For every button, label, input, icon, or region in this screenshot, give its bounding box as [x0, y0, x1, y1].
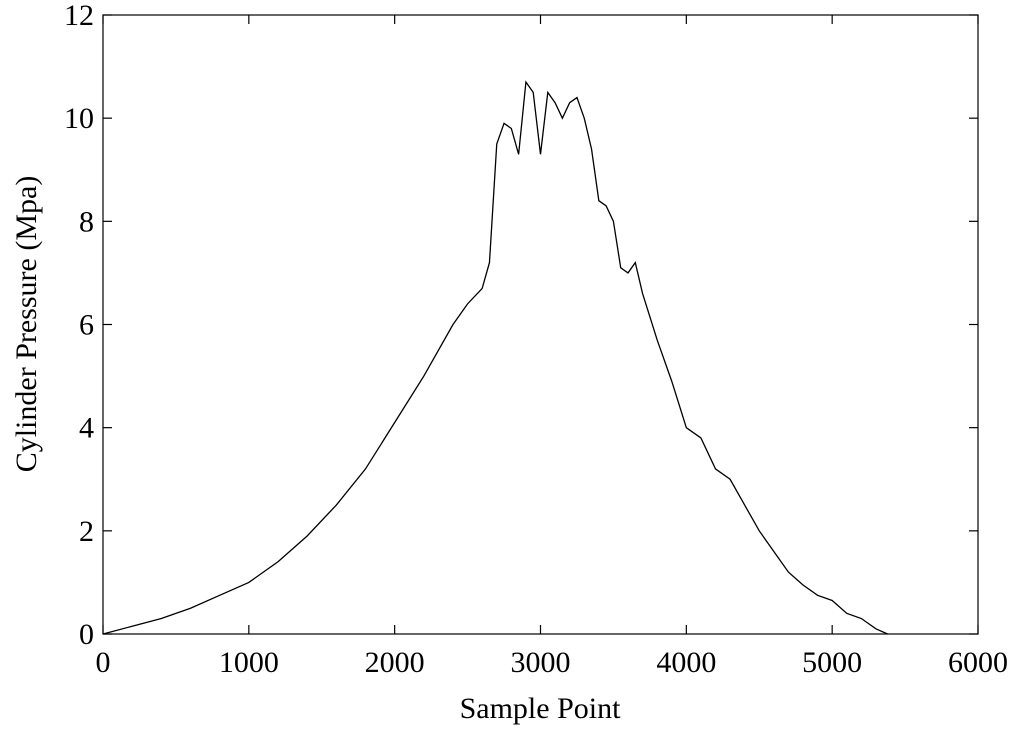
x-tick-label: 1000	[219, 646, 279, 679]
y-tick-label: 4	[79, 412, 94, 445]
y-tick-label: 6	[79, 309, 94, 342]
x-tick-label: 0	[96, 646, 111, 679]
x-tick-label: 6000	[948, 646, 1008, 679]
y-tick-label: 8	[79, 205, 94, 238]
y-tick-label: 10	[64, 102, 94, 135]
x-tick-label: 5000	[802, 646, 862, 679]
y-tick-label: 2	[79, 515, 94, 548]
y-tick-label: 12	[64, 0, 94, 32]
y-axis-label: Cylinder Pressure (Mpa)	[10, 176, 43, 473]
data-line	[102, 80, 888, 635]
x-axis-label: Sample Point	[460, 692, 622, 725]
y-tick-label: 0	[79, 618, 94, 651]
x-tick-label: 4000	[656, 646, 716, 679]
x-tick-label: 2000	[365, 646, 425, 679]
x-tick-label: 3000	[511, 646, 571, 679]
plot-frame	[102, 14, 979, 635]
